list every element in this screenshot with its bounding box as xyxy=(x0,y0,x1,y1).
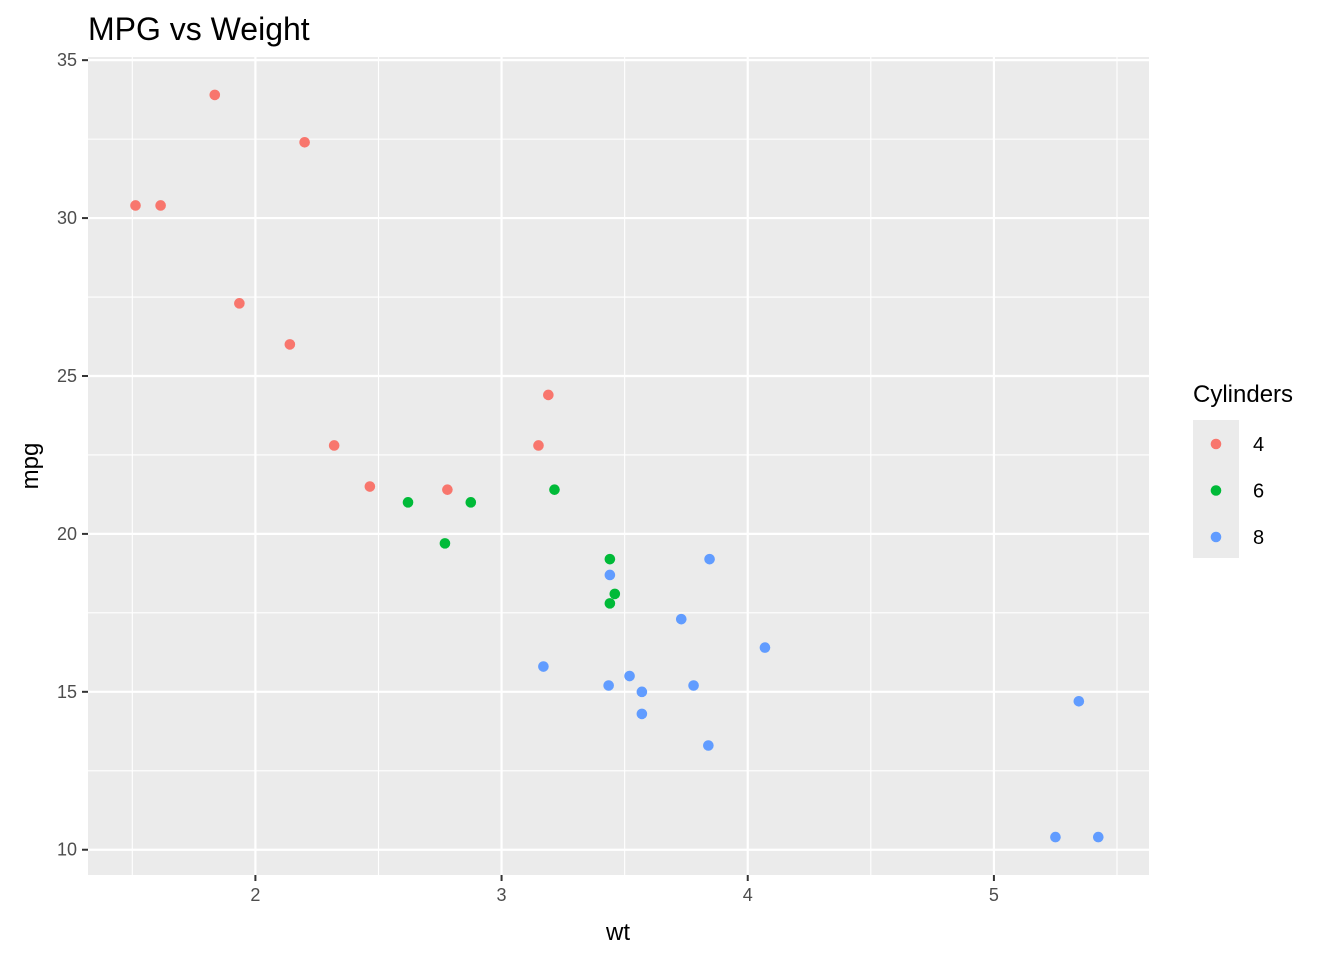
y-axis: 10 15 20 25 30 35 xyxy=(57,50,88,860)
x-tick-label: 5 xyxy=(989,885,999,905)
data-point-cyl-8 xyxy=(604,569,616,581)
data-point-cyl-8 xyxy=(704,553,715,565)
data-point-cyl-8 xyxy=(688,680,699,691)
data-point-cyl-8 xyxy=(538,661,549,672)
x-tick-label: 3 xyxy=(497,885,507,905)
major-gridlines xyxy=(88,57,1149,875)
legend-key-cyl-4 xyxy=(1210,438,1222,450)
data-point-cyl-4 xyxy=(299,136,310,148)
legend-label-cyl-4: 4 xyxy=(1253,434,1264,456)
minor-gridlines xyxy=(88,57,1149,875)
data-point-cyl-6 xyxy=(604,553,616,565)
data-point-cyl-6 xyxy=(402,497,414,508)
data-point-cyl-4 xyxy=(284,339,296,350)
data-point-cyl-6 xyxy=(549,484,560,495)
y-tick-label: 35 xyxy=(57,50,77,70)
data-point-cyl-8 xyxy=(1092,831,1104,843)
data-points xyxy=(130,89,1104,843)
legend-label-cyl-8: 8 xyxy=(1253,527,1264,549)
data-point-cyl-4 xyxy=(155,200,166,211)
y-tick-label: 15 xyxy=(57,682,77,702)
x-tick-label: 2 xyxy=(250,885,260,905)
data-point-cyl-8 xyxy=(675,613,687,625)
y-axis-title: mpg xyxy=(17,443,44,490)
data-point-cyl-6 xyxy=(604,598,616,609)
legend: Cylinders 4 6 8 xyxy=(1193,381,1293,558)
x-tick-label: 4 xyxy=(743,885,753,905)
x-axis-title: wt xyxy=(605,919,630,946)
data-point-cyl-8 xyxy=(759,642,771,653)
data-point-cyl-4 xyxy=(209,89,221,101)
data-point-cyl-8 xyxy=(1073,695,1085,707)
data-point-cyl-6 xyxy=(439,538,451,549)
legend-key-cyl-6 xyxy=(1210,485,1222,496)
data-point-cyl-8 xyxy=(636,708,648,720)
x-axis: 2 3 4 5 xyxy=(250,875,999,905)
data-point-cyl-8 xyxy=(603,680,614,691)
plot-panel xyxy=(88,57,1149,875)
data-point-cyl-4 xyxy=(543,389,554,401)
y-tick-label: 25 xyxy=(57,366,77,386)
data-point-cyl-4 xyxy=(130,200,141,211)
data-point-cyl-6 xyxy=(609,588,621,600)
data-point-cyl-4 xyxy=(442,484,453,495)
data-point-cyl-8 xyxy=(624,670,635,682)
legend-title: Cylinders xyxy=(1193,381,1293,408)
legend-label-cyl-6: 6 xyxy=(1253,481,1264,503)
data-point-cyl-8 xyxy=(636,686,648,698)
data-point-cyl-8 xyxy=(703,740,714,751)
data-point-cyl-4 xyxy=(533,440,544,451)
chart-title: MPG vs Weight xyxy=(88,11,310,47)
y-tick-label: 20 xyxy=(57,524,77,544)
data-point-cyl-4 xyxy=(234,298,245,309)
data-point-cyl-6 xyxy=(465,497,477,508)
data-point-cyl-8 xyxy=(1050,831,1061,843)
data-point-cyl-4 xyxy=(364,481,376,492)
data-point-cyl-4 xyxy=(328,440,340,451)
legend-key-cyl-8 xyxy=(1210,531,1222,543)
y-tick-label: 10 xyxy=(57,840,77,860)
y-tick-label: 30 xyxy=(57,208,77,228)
